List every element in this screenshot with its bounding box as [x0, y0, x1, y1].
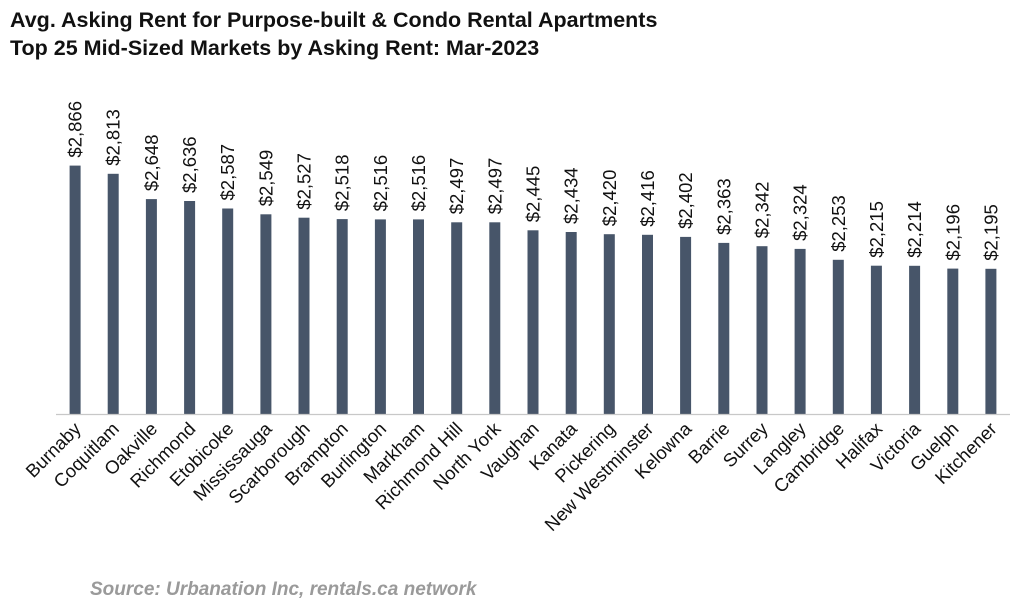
- bar-halifax: [870, 265, 882, 414]
- bar-pickering: [603, 234, 615, 414]
- value-label: $2,215: [866, 201, 887, 258]
- value-label: $2,214: [904, 201, 925, 258]
- bar-victoria: [909, 265, 921, 414]
- bar-vaughan: [527, 230, 539, 414]
- bar-kanata: [565, 232, 577, 414]
- value-label: $2,648: [141, 135, 162, 192]
- value-label: $2,587: [217, 144, 238, 201]
- bar-cambridge: [832, 259, 844, 414]
- bar-new-westminster: [642, 234, 653, 414]
- value-label: $2,518: [332, 155, 353, 212]
- value-label: $2,402: [675, 172, 696, 229]
- bar-guelph: [947, 268, 959, 414]
- value-label: $2,253: [828, 195, 849, 252]
- value-label: $2,434: [561, 167, 582, 224]
- bars-group: [69, 165, 997, 414]
- bar-kelowna: [680, 236, 692, 414]
- value-label: $2,516: [370, 155, 391, 212]
- value-label: $2,516: [408, 155, 429, 212]
- value-label: $2,445: [523, 166, 544, 223]
- value-label: $2,527: [294, 153, 315, 210]
- value-labels-group: $2,866 $2,813 $2,648 $2,636 $2,587 $2,549 $2,5…: [65, 101, 1002, 261]
- value-label: $2,363: [713, 178, 734, 235]
- value-label: $2,324: [790, 184, 811, 241]
- value-label: $2,866: [65, 101, 86, 158]
- category-labels-group: BurnabyCoquitlamOakvilleRichmondEtobicok…: [21, 417, 1000, 535]
- value-label: $2,195: [980, 204, 1001, 261]
- bar-mississauga: [260, 214, 272, 414]
- bar-north-york: [489, 222, 501, 414]
- bar-brampton: [336, 219, 348, 414]
- value-label: $2,497: [484, 158, 505, 215]
- bar-coquitlam: [107, 173, 119, 414]
- bar-surrey: [756, 246, 768, 414]
- value-label: $2,549: [255, 150, 276, 207]
- bar-oakville: [145, 199, 157, 414]
- bar-richmond-hill: [451, 222, 463, 414]
- bar-richmond: [184, 201, 196, 414]
- value-label: $2,813: [103, 109, 124, 166]
- value-label: $2,420: [599, 170, 620, 227]
- bar-etobicoke: [222, 208, 234, 414]
- chart-title-line-1: Avg. Asking Rent for Purpose-built & Con…: [10, 8, 658, 32]
- value-label: $2,342: [752, 182, 773, 239]
- bar-burlington: [374, 219, 386, 414]
- bar-markham: [413, 219, 424, 414]
- chart-title: Avg. Asking Rent for Purpose-built & Con…: [10, 6, 657, 62]
- value-label: $2,636: [179, 136, 200, 193]
- value-label: $2,196: [942, 204, 963, 261]
- chart-title-line-2: Top 25 Mid-Sized Markets by Asking Rent:…: [10, 36, 540, 60]
- bar-kitchener: [985, 268, 997, 414]
- bar-scarborough: [298, 217, 310, 414]
- value-label: $2,416: [637, 170, 658, 227]
- bar-langley: [794, 248, 806, 414]
- source-note: Source: Urbanation Inc, rentals.ca netwo…: [90, 579, 477, 600]
- value-label: $2,497: [446, 158, 467, 215]
- bar-burnaby: [69, 165, 81, 414]
- bar-barrie: [718, 242, 730, 414]
